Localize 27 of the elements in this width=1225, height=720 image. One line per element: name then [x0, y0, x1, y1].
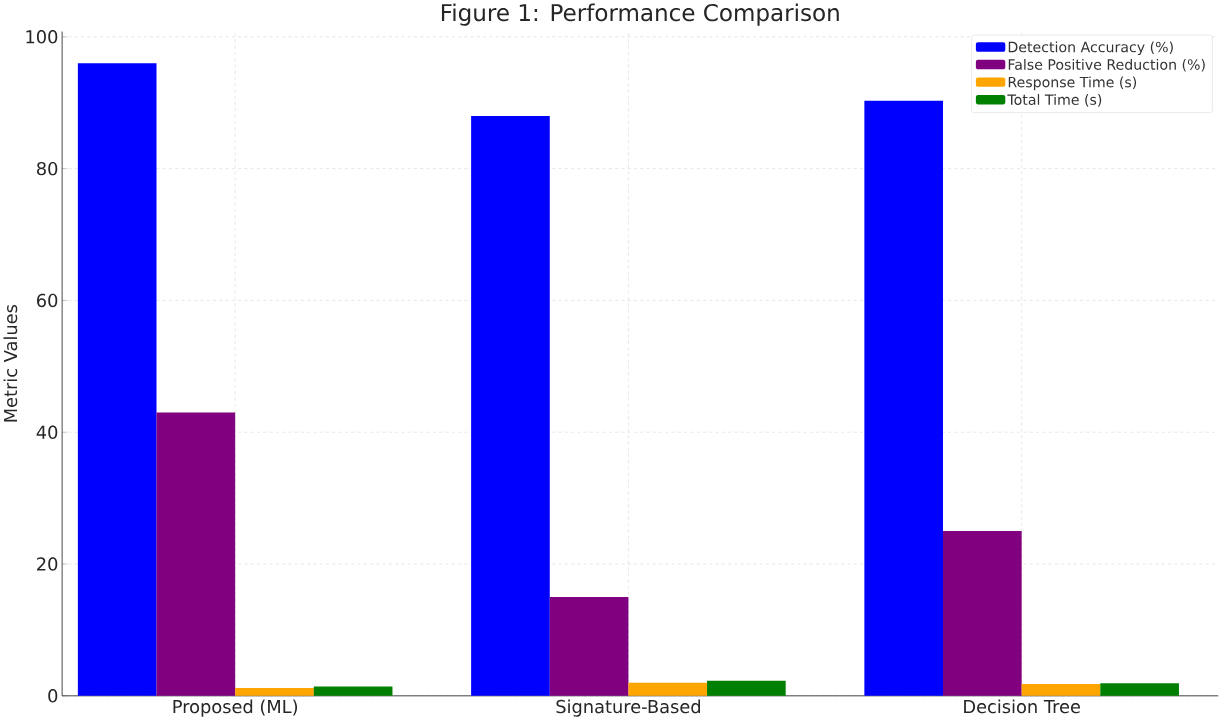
bar	[1021, 683, 1101, 696]
bar	[549, 596, 629, 696]
bar	[1100, 683, 1179, 696]
bar	[313, 686, 393, 696]
bar	[707, 680, 786, 696]
x-tick-label: Signature-Based	[556, 699, 700, 717]
y-tick-label: 80	[37, 161, 58, 176]
bar	[943, 530, 1022, 696]
y-tick-label: 40	[36, 425, 58, 439]
y-tick-label: 100	[26, 29, 58, 44]
x-tick-label: Proposed (ML)	[173, 699, 298, 717]
bar	[471, 115, 550, 696]
y-axis-title: Metric Values	[3, 304, 18, 422]
legend-label: Response Time (s)	[1008, 76, 1137, 91]
x-tick-label: Decision Tree	[964, 699, 1080, 714]
chart-title: Figure 1: Performance Comparison	[441, 3, 839, 26]
legend-label: False Positive Reduction (%)	[1008, 58, 1205, 72]
legend-label: Detection Accuracy (%)	[1008, 41, 1173, 55]
y-tick-label: 60	[37, 293, 58, 308]
y-tick-label: 0	[48, 688, 58, 703]
bar	[235, 687, 314, 696]
bar	[864, 100, 944, 696]
bar	[77, 63, 157, 696]
y-tick-label: 20	[37, 557, 58, 571]
legend-label: Total Time (s)	[1007, 93, 1102, 107]
bar	[156, 412, 236, 696]
bar	[628, 682, 708, 696]
